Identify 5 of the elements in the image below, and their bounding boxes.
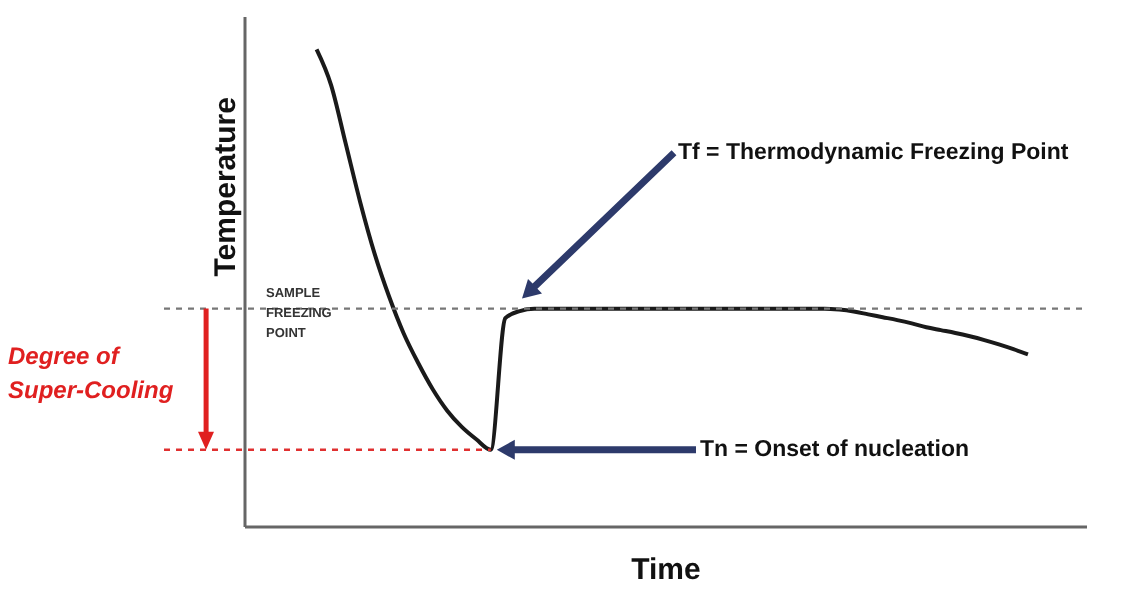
x-axis-title: Time	[631, 553, 701, 587]
annotation: Tn = Onset of nucleation	[700, 437, 969, 462]
text: Degree of Super-Cooling	[8, 340, 176, 408]
annotation: Tf = Thermodynamic Freezing Point	[678, 140, 1069, 165]
y-axis-title: Temperature	[209, 97, 243, 277]
